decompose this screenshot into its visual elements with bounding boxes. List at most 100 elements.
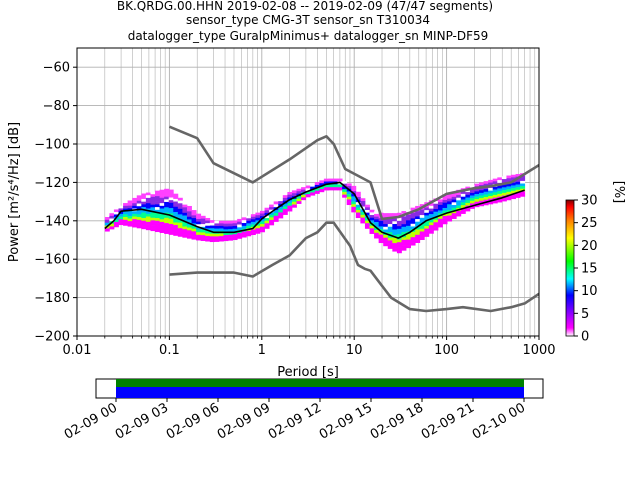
- histogram-cell: [255, 217, 261, 221]
- histogram-cell: [264, 218, 270, 222]
- histogram-cell: [159, 221, 165, 225]
- histogram-cell: [136, 198, 142, 202]
- histogram-cell: [159, 200, 165, 204]
- histogram-cell: [410, 215, 416, 219]
- histogram-cell: [223, 229, 229, 233]
- histogram-cell: [141, 223, 147, 227]
- histogram-cell: [442, 205, 448, 209]
- histogram-cell: [150, 228, 156, 232]
- histogram-cell: [237, 221, 243, 225]
- histogram-cell: [214, 233, 220, 237]
- histogram-cell: [173, 225, 179, 228]
- histogram-cell: [228, 220, 234, 224]
- histogram-cell: [145, 195, 151, 199]
- histogram-cell: [182, 215, 188, 219]
- histogram-cell: [301, 197, 307, 201]
- histogram-cell: [150, 207, 156, 211]
- histogram-cell: [506, 186, 512, 190]
- y-tick-label: −100: [34, 138, 70, 153]
- histogram-cell: [196, 226, 202, 230]
- histogram-cell: [159, 227, 165, 231]
- histogram-cell: [360, 212, 366, 216]
- histogram-cell: [383, 243, 389, 247]
- y-tick-label: −200: [34, 330, 70, 345]
- histogram-cell: [501, 187, 507, 191]
- histogram-cell: [282, 209, 288, 213]
- histogram-cell: [401, 229, 407, 233]
- histogram-cell: [164, 191, 170, 195]
- histogram-cell: [479, 195, 485, 199]
- histogram-cell: [164, 230, 170, 234]
- histogram-cell: [218, 233, 224, 237]
- histogram-cell: [415, 234, 421, 238]
- histogram-cell: [410, 221, 416, 225]
- histogram-cell: [232, 220, 238, 224]
- histogram-cell: [168, 218, 174, 222]
- histogram-cell: [246, 220, 252, 224]
- histogram-cell: [196, 232, 202, 236]
- histogram-cell: [364, 212, 370, 216]
- histogram-cell: [428, 222, 434, 226]
- histogram-cell: [374, 219, 380, 223]
- histogram-cell: [209, 233, 215, 237]
- histogram-cell: [305, 188, 311, 192]
- histogram-cell: [123, 205, 129, 209]
- histogram-cell: [287, 202, 293, 206]
- histogram-cell: [469, 200, 475, 204]
- histogram-cell: [483, 197, 489, 200]
- histogram-cell: [168, 192, 174, 196]
- plot-frame: [76, 47, 540, 337]
- histogram-cell: [401, 245, 407, 249]
- histogram-cell: [150, 215, 156, 219]
- histogram-cell: [392, 245, 398, 249]
- histogram-cell: [182, 231, 188, 235]
- histogram-cell: [150, 204, 156, 208]
- histogram-cell: [346, 199, 352, 203]
- histogram-cell: [447, 212, 453, 216]
- histogram-cell: [159, 189, 165, 193]
- histogram-cell: [159, 197, 165, 201]
- histogram-cell: [186, 230, 192, 234]
- histogram-cell: [259, 229, 265, 233]
- histogram-cell: [145, 213, 151, 217]
- histogram-cell: [246, 233, 252, 237]
- histogram-cell: [369, 209, 375, 213]
- histogram-cell: [250, 219, 256, 223]
- histogram-cell: [406, 245, 411, 249]
- histogram-cell: [392, 243, 398, 247]
- histogram-cell: [406, 228, 411, 232]
- histogram-cell: [328, 178, 334, 182]
- histogram-cell: [305, 191, 311, 195]
- histogram-cell: [437, 224, 443, 228]
- histogram-cell: [456, 200, 462, 204]
- histogram-cell: [237, 227, 243, 231]
- histogram-cell: [209, 228, 215, 232]
- colorbar-label: [%]: [611, 181, 626, 204]
- histogram-cell: [186, 211, 192, 215]
- histogram-cell: [291, 204, 297, 208]
- colorbar-ticks: 0 5 10 15 20 25 30: [574, 194, 598, 345]
- histogram-cell: [415, 232, 421, 236]
- histogram-cell: [200, 218, 206, 222]
- histogram-cell: [460, 205, 466, 209]
- histogram-cell: [355, 191, 361, 195]
- histogram-cell: [182, 221, 188, 225]
- histogram-cell: [228, 231, 234, 236]
- histogram-cell: [515, 181, 521, 185]
- histogram-cell: [218, 225, 224, 229]
- histogram-cell: [200, 235, 206, 239]
- histogram-cell: [159, 192, 165, 196]
- histogram-cell: [396, 231, 402, 235]
- histogram-cell: [141, 220, 147, 224]
- histogram-cell: [191, 236, 197, 240]
- histogram-cell: [319, 183, 325, 187]
- histogram-cell: [433, 201, 439, 205]
- histogram-cell: [515, 192, 521, 196]
- histogram-cell: [177, 203, 183, 207]
- histogram-cell: [164, 194, 170, 197]
- histogram-cell: [428, 230, 434, 234]
- histogram-cell: [145, 205, 151, 209]
- histogram-cell: [241, 231, 247, 235]
- histogram-cell: [424, 220, 430, 224]
